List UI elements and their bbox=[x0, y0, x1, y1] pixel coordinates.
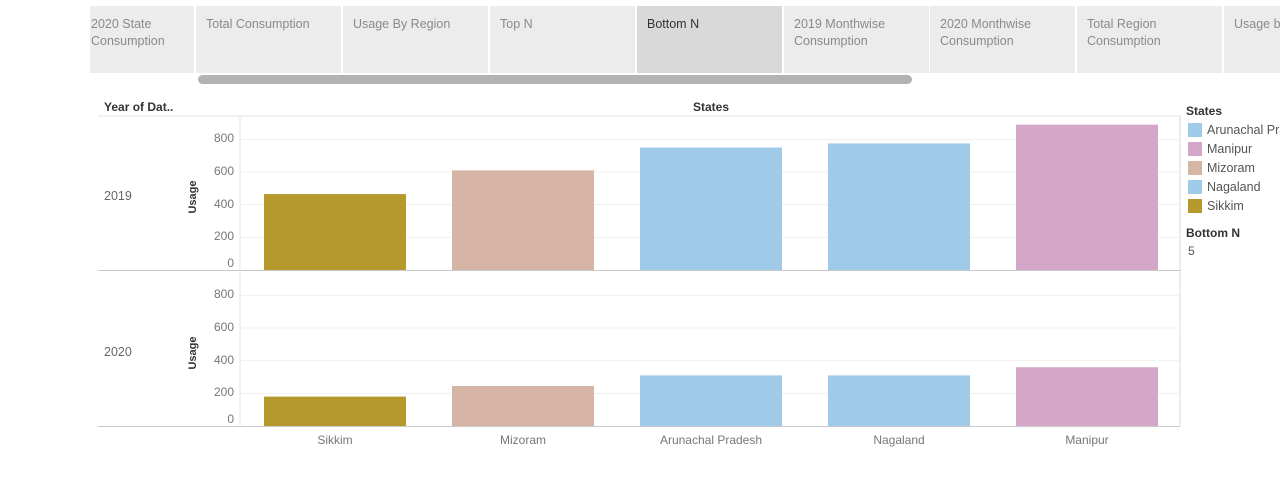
legend-title: States bbox=[1186, 104, 1223, 118]
bar-2019-4 bbox=[1016, 124, 1158, 270]
x-label-2: Arunachal Pradesh bbox=[659, 433, 763, 447]
y-axis-title-1: Usage bbox=[187, 335, 199, 370]
y-tick-0-3: 600 bbox=[213, 164, 234, 178]
bar-2019-0 bbox=[264, 194, 406, 270]
y-tick-0-1: 200 bbox=[213, 229, 234, 244]
x-label-3: Nagaland bbox=[873, 433, 925, 447]
bar-2020-4 bbox=[1016, 367, 1158, 426]
row-header-year: Year of Dat.. bbox=[104, 100, 174, 114]
legend-swatch bbox=[1188, 160, 1202, 175]
tab-1[interactable]: Total Consumption bbox=[196, 6, 341, 73]
bar-2020-1 bbox=[452, 385, 594, 426]
tab-6[interactable]: 2020 Monthwise Consumption bbox=[930, 6, 1075, 73]
tab-7[interactable]: Total Region Consumption bbox=[1077, 6, 1222, 73]
legend-swatch bbox=[1188, 122, 1202, 137]
y-tick-0-2: 400 bbox=[213, 196, 234, 211]
bar-2020-0 bbox=[264, 396, 406, 426]
x-label-4: Manipur bbox=[1065, 433, 1109, 447]
legend-item-1[interactable]: Manipur bbox=[1186, 139, 1280, 158]
parameter-value[interactable]: 5 bbox=[1188, 244, 1195, 258]
tab-0[interactable]: 2020 State Consumption bbox=[90, 6, 194, 73]
parameter-title: Bottom N bbox=[1186, 226, 1240, 240]
y-tick-1-3: 600 bbox=[213, 320, 234, 334]
y-tick-1-4: 800 bbox=[213, 287, 234, 302]
dashboard-tab-bar: 2020 State Consumption Total Consumption U… bbox=[90, 6, 1280, 73]
legend-swatch bbox=[1188, 179, 1202, 194]
legend-label: Nagaland bbox=[1207, 179, 1261, 194]
legend-label: Sikkim bbox=[1207, 198, 1244, 213]
legend-swatch bbox=[1188, 198, 1202, 213]
x-label-0: Sikkim bbox=[317, 433, 353, 447]
tab-bar-scrollbar[interactable] bbox=[198, 75, 912, 84]
bar-2019-1 bbox=[452, 170, 594, 270]
legend-label: Arunachal Pradesh bbox=[1207, 122, 1280, 137]
bar-2019-3 bbox=[828, 143, 970, 270]
legend-label: Manipur bbox=[1207, 141, 1253, 156]
bar-2020-3 bbox=[828, 375, 970, 426]
year-label-2020: 2020 bbox=[104, 344, 132, 359]
legend-item-0[interactable]: Arunachal Pradesh bbox=[1186, 120, 1280, 139]
y-tick-0-0: 0 bbox=[227, 256, 234, 270]
y-tick-1-0: 0 bbox=[227, 412, 234, 426]
legend-label: Mizoram bbox=[1207, 160, 1255, 175]
y-axis-title-0: Usage bbox=[187, 179, 199, 214]
year-label-2019: 2019 bbox=[104, 188, 132, 203]
y-tick-0-4: 800 bbox=[213, 131, 234, 146]
bar-2020-2 bbox=[640, 375, 782, 426]
tab-5[interactable]: 2019 Monthwise Consumption bbox=[784, 6, 929, 73]
tab-4[interactable]: Bottom N bbox=[637, 6, 782, 73]
legend-item-4[interactable]: Sikkim bbox=[1186, 196, 1280, 215]
legend-item-3[interactable]: Nagaland bbox=[1186, 177, 1280, 196]
y-tick-1-1: 200 bbox=[213, 385, 234, 400]
tab-3[interactable]: Top N bbox=[490, 6, 635, 73]
y-tick-1-2: 400 bbox=[213, 352, 234, 367]
tab-8[interactable]: Usage b during lo bbox=[1224, 6, 1280, 73]
column-header-states: States bbox=[693, 100, 730, 114]
legend-item-2[interactable]: Mizoram bbox=[1186, 158, 1280, 177]
x-label-1: Mizoram bbox=[499, 433, 546, 447]
states-legend[interactable]: States Arunachal Pradesh Manipur Mizoram Na… bbox=[1186, 104, 1280, 215]
legend-swatch bbox=[1188, 141, 1202, 156]
bar-2019-2 bbox=[640, 147, 782, 270]
tab-2[interactable]: Usage By Region bbox=[343, 6, 488, 73]
